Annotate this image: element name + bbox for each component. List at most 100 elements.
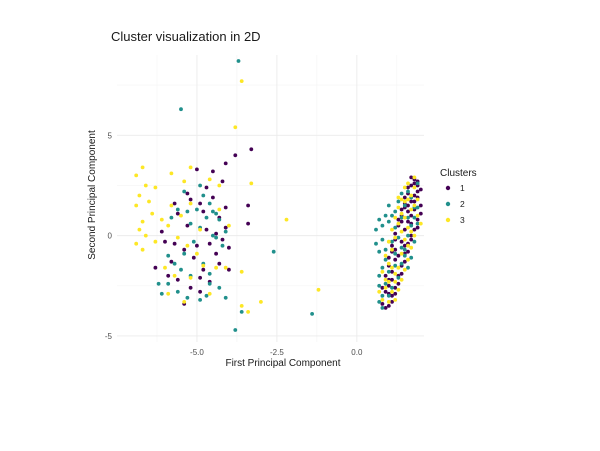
data-point xyxy=(201,263,206,268)
data-point xyxy=(383,285,388,290)
data-point xyxy=(386,255,391,260)
data-point xyxy=(182,179,187,184)
data-point xyxy=(217,217,222,222)
data-point xyxy=(166,253,171,258)
data-point xyxy=(175,289,180,294)
data-point xyxy=(179,107,183,112)
data-point xyxy=(418,187,423,192)
data-point xyxy=(383,281,388,286)
data-point xyxy=(386,304,391,308)
points xyxy=(134,59,423,332)
data-point xyxy=(415,225,420,230)
data-point xyxy=(217,207,222,212)
data-point xyxy=(188,275,193,280)
data-point xyxy=(396,275,401,280)
data-point xyxy=(390,300,394,304)
data-point xyxy=(390,277,394,282)
data-point xyxy=(198,183,203,188)
data-point xyxy=(386,283,391,288)
series-cluster-3 xyxy=(134,79,423,314)
data-point xyxy=(159,291,164,296)
data-point xyxy=(169,171,174,176)
data-point xyxy=(396,205,401,210)
data-point xyxy=(383,306,388,310)
data-point xyxy=(198,201,203,206)
data-point xyxy=(406,265,410,270)
data-point xyxy=(175,211,180,216)
data-point xyxy=(166,281,171,286)
data-point xyxy=(396,195,401,200)
data-point xyxy=(223,161,228,166)
y-tick-label: 5 xyxy=(108,131,113,140)
data-point xyxy=(393,225,398,230)
data-point xyxy=(418,211,423,216)
data-point xyxy=(409,183,414,188)
data-point xyxy=(409,245,414,250)
data-point xyxy=(227,267,231,272)
data-point xyxy=(172,241,177,246)
data-point xyxy=(185,223,190,228)
data-point xyxy=(140,247,145,252)
data-point xyxy=(390,293,394,298)
data-point xyxy=(159,229,164,234)
data-point xyxy=(386,300,391,304)
data-point xyxy=(182,247,187,252)
data-point xyxy=(390,213,394,218)
data-point xyxy=(406,209,410,214)
data-point xyxy=(402,259,407,264)
data-point xyxy=(201,267,206,272)
data-point xyxy=(383,273,388,278)
data-point xyxy=(418,203,423,208)
data-point xyxy=(390,289,394,294)
data-point xyxy=(182,300,187,304)
data-point xyxy=(207,201,212,206)
data-point xyxy=(402,247,407,252)
data-point xyxy=(406,197,410,202)
data-point xyxy=(399,251,404,256)
legend-key-cluster-1 xyxy=(445,185,451,191)
y-axis-title: Second Principal Component xyxy=(87,130,98,260)
data-point xyxy=(214,251,219,256)
data-point xyxy=(409,207,414,212)
data-point xyxy=(172,273,177,278)
data-point xyxy=(249,147,254,152)
data-point xyxy=(195,243,199,248)
data-point xyxy=(402,195,407,200)
data-point xyxy=(246,310,251,314)
data-point xyxy=(380,223,385,228)
data-point xyxy=(147,199,151,204)
data-point xyxy=(412,227,417,232)
data-point xyxy=(415,197,420,202)
data-point xyxy=(211,195,215,200)
legend-key-cluster-2 xyxy=(445,201,451,207)
data-point xyxy=(137,227,142,232)
data-point xyxy=(399,219,404,224)
data-point xyxy=(223,225,228,230)
data-point xyxy=(399,191,404,196)
x-axis-title: First Principal Component xyxy=(225,358,340,369)
data-point xyxy=(140,165,145,170)
data-point xyxy=(383,289,388,294)
data-point xyxy=(396,287,401,292)
data-point xyxy=(239,269,244,274)
data-point xyxy=(396,253,401,258)
data-point xyxy=(415,205,420,210)
data-point xyxy=(220,237,225,242)
data-point xyxy=(182,251,187,256)
data-point xyxy=(153,265,158,270)
data-point xyxy=(233,153,238,158)
data-point xyxy=(134,241,139,246)
data-point xyxy=(310,312,314,316)
y-tick-label: -5 xyxy=(105,332,113,341)
data-point xyxy=(393,215,398,220)
data-point xyxy=(166,273,171,278)
data-point xyxy=(217,183,222,188)
data-point xyxy=(169,215,174,220)
data-point xyxy=(386,203,391,208)
data-point xyxy=(406,215,410,220)
data-point xyxy=(383,213,388,218)
data-point xyxy=(396,217,401,222)
data-point xyxy=(386,219,391,224)
series-cluster-1 xyxy=(153,147,423,310)
legend: Clusters 1 2 3 xyxy=(440,168,477,225)
